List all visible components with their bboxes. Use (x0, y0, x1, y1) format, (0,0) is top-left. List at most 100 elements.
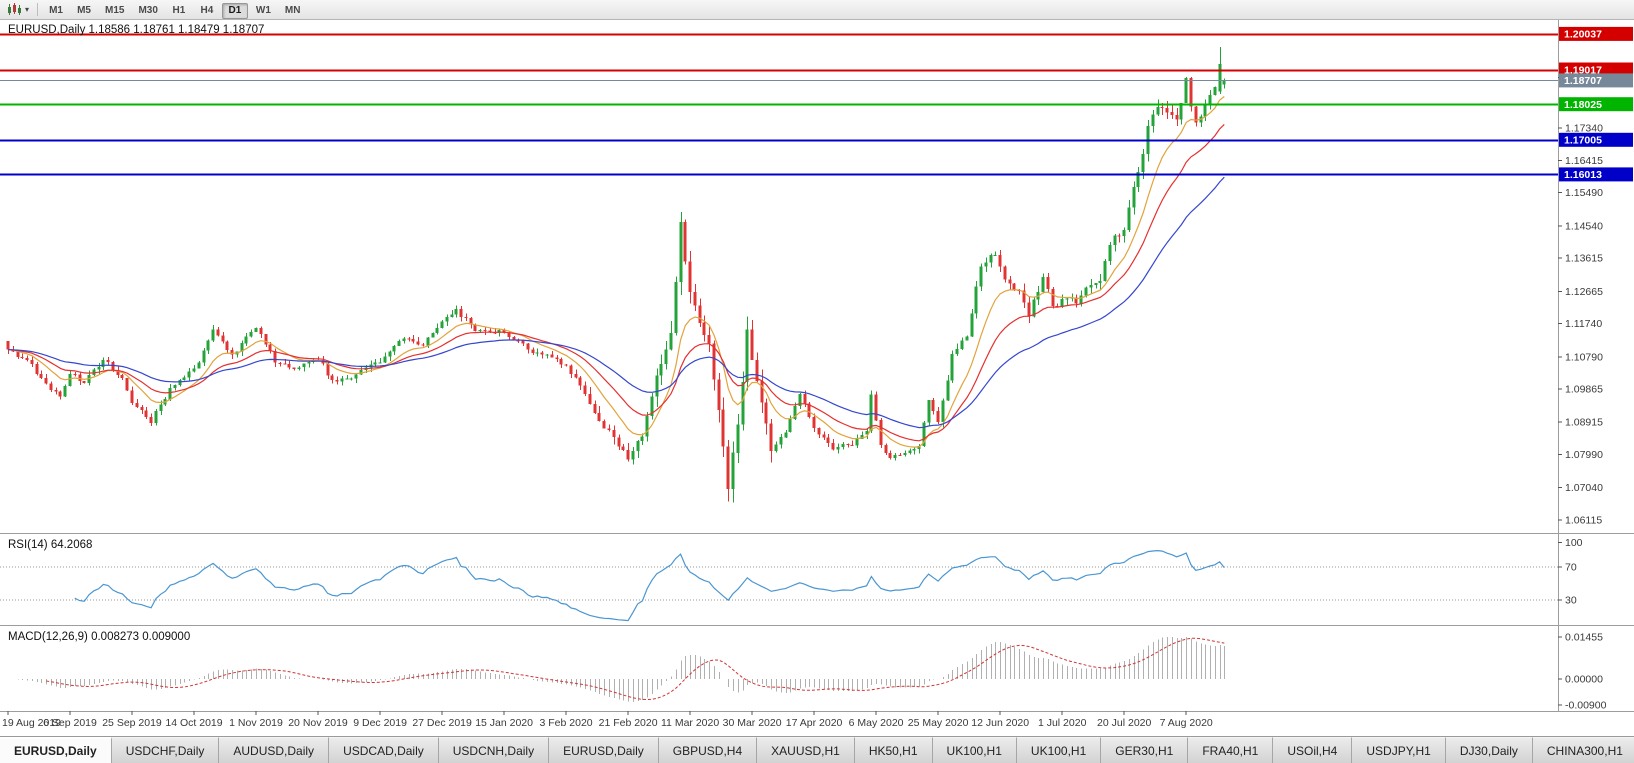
support-tag-blue-1[interactable]: 1.17005 (1559, 132, 1633, 147)
date-tick-label: 20 Nov 2019 (288, 717, 348, 729)
date-tick-label: 6 Sep 2019 (43, 717, 97, 729)
support-tag-blue-2[interactable]: 1.16013 (1559, 167, 1633, 182)
price-tick-label: 1.16415 (1565, 155, 1603, 167)
tab-usdjpy-h1[interactable]: USDJPY,H1 (1352, 737, 1446, 763)
svg-text:1.19017: 1.19017 (1564, 64, 1602, 76)
toolbar-separator (37, 3, 39, 16)
chart-region[interactable]: 1.187901.173401.164151.154901.145401.136… (0, 20, 1634, 736)
chevron-down-icon: ▾ (25, 4, 30, 14)
price-tick-label: 1.08915 (1565, 417, 1603, 429)
date-tick-label: 14 Oct 2019 (165, 717, 222, 729)
macd-histogram (13, 637, 1225, 702)
svg-text:1.20037: 1.20037 (1564, 29, 1602, 41)
chart-area[interactable]: 1.187901.173401.164151.154901.145401.136… (0, 20, 1634, 736)
svg-text:1.18025: 1.18025 (1564, 99, 1602, 111)
date-tick-label: 17 Apr 2020 (786, 717, 843, 729)
macd-pane (13, 637, 1225, 702)
tf-button-h1[interactable]: H1 (166, 3, 192, 19)
tab-eurusd-daily[interactable]: EURUSD,Daily (0, 737, 112, 763)
ma-slow-line (7, 176, 1225, 429)
resistance-tag-lower[interactable]: 1.19017 (1559, 62, 1633, 77)
svg-text:1.17005: 1.17005 (1564, 135, 1602, 147)
tab-uk100-h1[interactable]: UK100,H1 (932, 737, 1017, 763)
price-tick-label: 1.07040 (1565, 482, 1603, 494)
price-axis[interactable]: 1.187901.173401.164151.154901.145401.136… (1558, 72, 1607, 712)
ma-fast-line (7, 96, 1225, 448)
price-tick-label: 1.13615 (1565, 253, 1603, 265)
rsi-tick-label: 30 (1565, 595, 1577, 607)
pane-frame (0, 20, 1634, 712)
macd-tick-label: 0.00000 (1565, 674, 1603, 686)
date-tick-label: 30 Mar 2020 (723, 717, 782, 729)
rsi-tick-label: 100 (1565, 537, 1583, 549)
macd-signal-line (46, 637, 1225, 701)
tab-china300-h1[interactable]: CHINA300,H1 (1532, 737, 1634, 763)
tf-button-mn[interactable]: MN (279, 3, 307, 19)
tab-xauusd-h1[interactable]: XAUUSD,H1 (757, 737, 855, 763)
date-tick-label: 11 Mar 2020 (661, 717, 719, 729)
price-tick-label: 1.11740 (1565, 318, 1602, 330)
candlestick-chart-icon (8, 3, 21, 15)
tab-gbpusd-h4[interactable]: GBPUSD,H4 (658, 737, 758, 763)
candles-layer (6, 47, 1226, 503)
resistance-tag-upper[interactable]: 1.20037 (1559, 26, 1633, 41)
tab-usdcad-daily[interactable]: USDCAD,Daily (329, 737, 439, 763)
date-tick-label: 1 Nov 2019 (229, 717, 283, 729)
date-tick-label: 12 Jun 2020 (971, 717, 1029, 729)
rsi-tick-label: 70 (1565, 562, 1577, 574)
tab-uk100-h1[interactable]: UK100,H1 (1016, 737, 1102, 763)
tab-ger30-h1[interactable]: GER30,H1 (1101, 737, 1189, 763)
support-tag-green[interactable]: 1.18025 (1559, 97, 1633, 112)
chart-periods-icon[interactable]: ▾ (3, 2, 33, 18)
ma-mid-line (7, 123, 1225, 442)
date-tick-label: 27 Dec 2019 (412, 717, 472, 729)
svg-text:1.18707: 1.18707 (1564, 75, 1602, 87)
date-tick-label: 7 Aug 2020 (1160, 717, 1213, 729)
svg-text:1.16013: 1.16013 (1564, 169, 1602, 181)
tf-button-m1[interactable]: M1 (43, 3, 69, 19)
price-tick-label: 1.06115 (1565, 515, 1602, 527)
chart-title: EURUSD,Daily 1.18586 1.18761 1.18479 1.1… (8, 24, 264, 36)
date-tick-label: 21 Feb 2020 (599, 717, 658, 729)
price-tick-label: 1.17340 (1565, 123, 1603, 135)
chart-tab-bar: EURUSD,Daily USDCHF,Daily AUDUSD,Daily USDC… (0, 736, 1634, 763)
price-tick-label: 1.15490 (1565, 187, 1603, 199)
bid-price-tag[interactable]: 1.18707 (1559, 73, 1633, 88)
date-tick-label: 25 Sep 2019 (102, 717, 162, 729)
date-tick-label: 9 Dec 2019 (353, 717, 407, 729)
tf-button-m5[interactable]: M5 (71, 3, 97, 19)
macd-tick-label: 0.01455 (1565, 632, 1603, 644)
price-tick-label: 1.12665 (1565, 286, 1603, 298)
tf-button-m15[interactable]: M15 (99, 3, 130, 19)
macd-label: MACD(12,26,9) 0.008273 0.009000 (8, 631, 190, 643)
tab-usoil-h4[interactable]: USOil,H4 (1273, 737, 1353, 763)
tf-button-w1[interactable]: W1 (250, 3, 277, 19)
date-tick-label: 19 Aug 2019 (2, 717, 61, 729)
horizontal-lines-layer[interactable] (0, 33, 1558, 176)
tab-hk50-h1[interactable]: HK50,H1 (854, 737, 933, 763)
timeframe-buttons: M1 M5 M15 M30 H1 H4 D1 W1 MN (42, 0, 307, 19)
tab-usdchf-daily[interactable]: USDCHF,Daily (111, 737, 220, 763)
date-tick-label: 25 May 2020 (908, 717, 969, 729)
date-tick-label: 20 Jul 2020 (1097, 717, 1151, 729)
date-tick-label: 1 Jul 2020 (1038, 717, 1087, 729)
date-tick-label: 15 Jan 2020 (475, 717, 533, 729)
date-tick-label: 3 Feb 2020 (540, 717, 593, 729)
tab-dj30-daily[interactable]: DJ30,Daily (1445, 737, 1533, 763)
price-tick-label: 1.07990 (1565, 449, 1603, 461)
tab-usdcnh-daily[interactable]: USDCNH,Daily (438, 737, 550, 763)
tf-button-d1[interactable]: D1 (221, 2, 248, 19)
price-tick-label: 1.10790 (1565, 351, 1603, 363)
price-tick-label: 1.09865 (1565, 384, 1603, 396)
tab-audusd-daily[interactable]: AUDUSD,Daily (219, 737, 330, 763)
rsi-pane (0, 549, 1558, 622)
date-tick-label: 6 May 2020 (849, 717, 904, 729)
tab-eurusd-daily[interactable]: EURUSD,Daily (549, 737, 659, 763)
tf-button-m30[interactable]: M30 (132, 3, 163, 19)
timeframe-toolbar: ▾ M1 M5 M15 M30 H1 H4 D1 W1 MN (0, 0, 1634, 20)
tf-button-h4[interactable]: H4 (194, 3, 220, 19)
tab-fra40-h1[interactable]: FRA40,H1 (1188, 737, 1274, 763)
macd-tick-label: -0.00900 (1565, 700, 1607, 712)
